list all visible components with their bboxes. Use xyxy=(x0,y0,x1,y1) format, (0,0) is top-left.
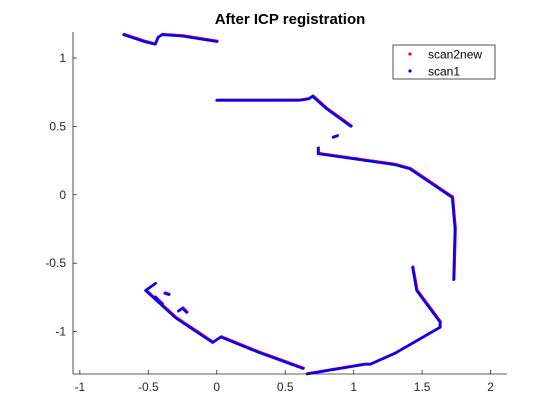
x-tick-label: -1 xyxy=(75,380,86,394)
legend-marker-scan2new xyxy=(408,52,412,56)
data-point xyxy=(153,282,157,286)
x-tick-label: 1 xyxy=(350,380,357,394)
y-tick-label: -1 xyxy=(55,325,66,339)
legend-label-scan2new: scan2new xyxy=(428,48,482,62)
legend: scan2new scan1 xyxy=(392,44,496,80)
y-tick-label: -0.5 xyxy=(45,256,66,270)
x-tick-label: -0.5 xyxy=(138,380,159,394)
data-point xyxy=(335,134,339,138)
data-point xyxy=(160,302,164,306)
y-tick-label: 0 xyxy=(59,188,66,202)
legend-box xyxy=(392,44,496,80)
data-point xyxy=(185,311,188,314)
axes-layer: -1 -0.5 0 0.5 1 1.5 2 1 0.5 0 -0.5 -1 xyxy=(45,32,507,394)
y-tick-label: 1 xyxy=(59,51,66,65)
x-tick-label: 1.5 xyxy=(414,380,431,394)
series-layer xyxy=(122,32,457,376)
series-scan1 xyxy=(122,33,457,376)
legend-label-scan1: scan1 xyxy=(428,65,460,79)
data-point xyxy=(215,40,219,43)
chart-title: After ICP registration xyxy=(215,11,366,28)
legend-marker-scan1 xyxy=(408,69,412,73)
data-point xyxy=(349,125,353,128)
data-point xyxy=(167,293,171,297)
y-tick-label: 0.5 xyxy=(49,119,66,133)
x-tick-label: 0 xyxy=(213,380,220,394)
x-tick-label: 0.5 xyxy=(277,380,294,394)
plot-area xyxy=(73,32,507,374)
data-point xyxy=(452,278,455,281)
x-tick-label: 2 xyxy=(487,380,494,394)
